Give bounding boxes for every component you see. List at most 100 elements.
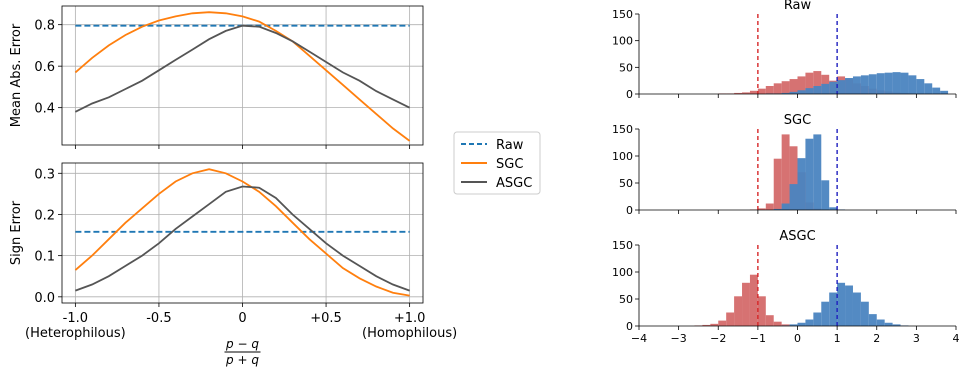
- y-tick-label: 100: [612, 35, 633, 48]
- y-tick-label: 100: [612, 266, 633, 279]
- histogram-bar: [765, 86, 774, 94]
- y-tick-label: 0.4: [34, 102, 55, 117]
- histogram-bar: [805, 88, 814, 94]
- histogram-bar: [757, 296, 766, 326]
- histogram-bar: [757, 88, 766, 94]
- histogram-bar: [781, 134, 790, 210]
- histogram-bar: [702, 324, 711, 326]
- y-tick-label: 150: [612, 8, 633, 21]
- x-sublabel-homophilous: (Homophilous): [362, 326, 457, 341]
- histogram-bar: [726, 312, 735, 326]
- histogram-title: SGC: [784, 113, 811, 128]
- histogram-bar: [821, 301, 830, 326]
- legend-label-asgc: ASGC: [496, 176, 532, 191]
- histogram-bar: [868, 314, 877, 326]
- histogram-bar: [773, 208, 782, 210]
- histogram-bar: [781, 92, 790, 94]
- legend: Raw SGC ASGC: [453, 131, 541, 195]
- y-tick-label: 150: [612, 123, 633, 136]
- histogram-bar: [876, 319, 885, 326]
- histogram-bar: [876, 73, 885, 94]
- y-tick-label: 0.8: [34, 19, 55, 34]
- x-tick-label: −1: [750, 332, 766, 345]
- histogram-bar: [797, 158, 806, 210]
- histogram-bar: [797, 90, 806, 94]
- histogram-bar: [789, 146, 798, 210]
- y-tick-label: 0: [626, 88, 633, 101]
- histogram-bar: [789, 324, 798, 326]
- y-axis-label: Sign Error: [9, 200, 24, 265]
- histogram-bar: [749, 274, 758, 326]
- plot-frame: [61, 5, 424, 146]
- histogram-bar: [742, 92, 750, 94]
- histogram-bar: [884, 322, 893, 326]
- x-tick-label: +1.0: [394, 311, 426, 326]
- x-tick-label: -1.0: [63, 311, 88, 326]
- histogram-bar: [805, 319, 814, 326]
- histogram-bar: [813, 86, 822, 94]
- histogram-bar: [908, 75, 917, 94]
- y-tick-label: 0: [626, 320, 633, 333]
- x-tick-label: -0.5: [146, 311, 171, 326]
- histogram-bar: [860, 75, 869, 94]
- axes-layer: [58, 5, 957, 353]
- histogram-bar: [789, 91, 798, 94]
- x-tick-label: +0.5: [310, 311, 342, 326]
- histogram-bar: [734, 296, 743, 326]
- y-tick-label: 0.3: [34, 167, 55, 182]
- histogram-bar: [821, 180, 830, 210]
- histogram-bar: [845, 285, 853, 326]
- histogram-bar: [734, 92, 743, 94]
- histogram-bar: [852, 76, 861, 94]
- x-tick-label: 1: [834, 332, 841, 345]
- x-tick-label: 0: [794, 332, 801, 345]
- histogram-bar: [749, 90, 758, 94]
- histogram-bar: [757, 208, 766, 210]
- histogram-bar: [781, 203, 790, 210]
- histogram-bar: [781, 81, 790, 94]
- histogram-bar: [845, 78, 853, 94]
- histogram-title: ASGC: [779, 229, 815, 244]
- text-layer: 0.4 0.6 0.8 Mean Abs. Error 0.0 0.1 0.2 0.3 Sign…: [9, 0, 959, 367]
- series-line-sgc: [74, 11, 411, 142]
- histogram-bar: [860, 301, 869, 326]
- histogram-bar: [868, 74, 877, 94]
- x-tick-label: 4: [953, 332, 959, 345]
- histogram-bar: [789, 184, 798, 210]
- x-tick-label: 0: [238, 311, 246, 326]
- x-tick-label: −3: [671, 332, 687, 345]
- x-tick-label: 2: [873, 332, 880, 345]
- histogram-bar: [789, 79, 798, 94]
- grid-layer: [62, 6, 423, 303]
- histogram-bar: [797, 322, 806, 326]
- y-tick-label: 0.0: [34, 291, 55, 306]
- y-tick-label: 100: [612, 150, 633, 163]
- histogram-bar: [916, 79, 925, 94]
- y-tick-label: 0.6: [34, 60, 55, 75]
- series-line-sgc: [74, 168, 410, 297]
- histogram-bar: [781, 324, 790, 326]
- y-tick-label: 50: [619, 61, 633, 74]
- histogram-bar: [892, 324, 901, 326]
- legend-label-sgc: SGC: [496, 157, 523, 172]
- y-tick-label: 150: [612, 239, 633, 252]
- x-axis-label-numerator: p − q: [225, 337, 259, 351]
- histogram-bar: [829, 292, 838, 326]
- histogram-bar: [940, 90, 949, 94]
- histogram-bar: [773, 321, 782, 326]
- histogram-bar: [892, 72, 901, 94]
- histogram-bar: [773, 83, 782, 94]
- histogram-bar: [765, 315, 774, 326]
- histogram-bar: [884, 72, 893, 94]
- histogram-bar: [924, 83, 933, 94]
- legend-label-raw: Raw: [496, 138, 524, 153]
- histogram-title: Raw: [784, 0, 812, 13]
- histogram-bar: [805, 138, 814, 210]
- x-sublabel-heterophilous: (Heterophilous): [25, 326, 126, 341]
- y-tick-label: 0: [626, 204, 633, 217]
- histogram-bar: [765, 203, 774, 210]
- histogram-bar: [852, 292, 861, 326]
- histogram-bar: [837, 282, 846, 326]
- x-axis-label-denominator: p + q: [225, 353, 259, 367]
